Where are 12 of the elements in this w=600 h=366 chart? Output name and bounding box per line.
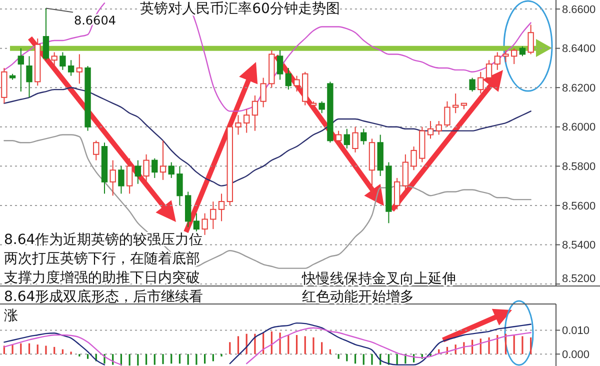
y-tick-label: 8.6200 <box>562 82 596 94</box>
y-tick-label: 0.000 <box>562 348 590 361</box>
y-tick-label: 8.6600 <box>562 4 596 16</box>
annotation: 8.64作为近期英镑的较强压力位两次打压英镑下行，在随着底部支撑力度增强的助推下日内突破8.64形成双底形态，后市继续看涨 <box>4 232 204 324</box>
y-tick-label: 8.5600 <box>562 200 596 212</box>
y-tick-label: 8.5800 <box>562 161 596 174</box>
y-tick-label: 0.010 <box>562 325 590 338</box>
y-tick-label: 8.6400 <box>562 43 596 56</box>
y-tick-label: 8.5200 <box>562 272 596 285</box>
y-tick-label: 8.6000 <box>562 122 596 134</box>
y-tick-label: 8.5400 <box>562 240 596 252</box>
annotation: 快慢线保持金叉向上延伸红色动能开始增多 <box>301 271 456 305</box>
